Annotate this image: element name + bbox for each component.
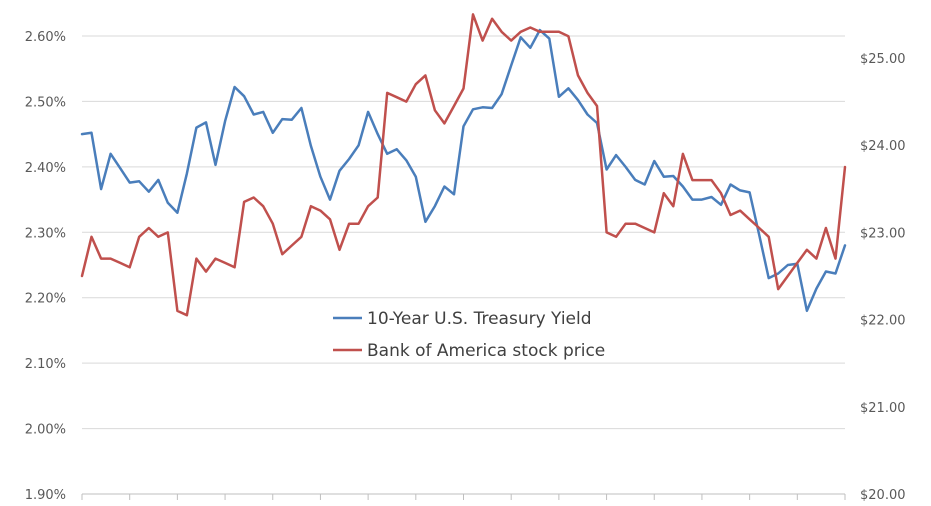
series-line-treasury-yield bbox=[80, 28, 847, 313]
legend-label-bofa-price: Bank of America stock price bbox=[367, 341, 605, 361]
right-tick-label: $25.00 bbox=[860, 52, 906, 67]
right-tick-label: $22.00 bbox=[860, 314, 906, 329]
series-lines bbox=[80, 13, 847, 317]
left-tick-label: 2.10% bbox=[25, 357, 66, 372]
left-tick-label: 2.60% bbox=[25, 30, 66, 45]
gridlines bbox=[82, 35, 845, 430]
right-tick-label: $24.00 bbox=[860, 139, 906, 154]
left-tick-label: 2.20% bbox=[25, 292, 66, 307]
legend: 10-Year U.S. Treasury Yield Bank of Amer… bbox=[333, 309, 605, 361]
left-tick-label: 2.50% bbox=[25, 95, 66, 110]
left-tick-label: 2.00% bbox=[25, 423, 66, 438]
right-tick-label: $21.00 bbox=[860, 401, 906, 416]
left-tick-label: 1.90% bbox=[25, 488, 66, 503]
x-axis bbox=[81, 493, 846, 500]
left-axis-ticks: 1.90% 2.00% 2.10% 2.20% 2.30% 2.40% 2.50% 2.60% bbox=[25, 30, 66, 503]
right-axis-ticks: $20.00 $21.00 $22.00 $23.00 $24.00 $25.00 bbox=[860, 52, 906, 503]
left-tick-label: 2.40% bbox=[25, 161, 66, 176]
legend-label-treasury-yield: 10-Year U.S. Treasury Yield bbox=[367, 309, 592, 329]
series-line-bofa-price bbox=[80, 13, 847, 317]
right-tick-label: $23.00 bbox=[860, 226, 906, 241]
right-tick-label: $20.00 bbox=[860, 488, 906, 503]
left-tick-label: 2.30% bbox=[25, 226, 66, 241]
